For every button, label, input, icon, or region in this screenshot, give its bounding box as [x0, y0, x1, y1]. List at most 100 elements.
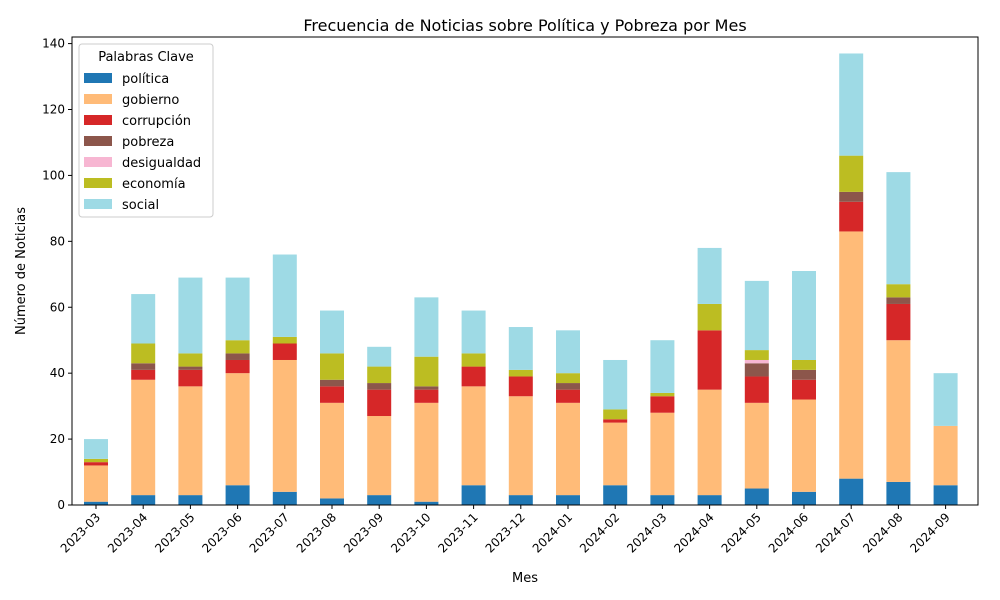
bar-segment: [603, 422, 628, 486]
bar-segment: [367, 416, 392, 496]
bar-segment: [131, 343, 156, 364]
legend-label: gobierno: [122, 93, 179, 108]
bar-segment: [178, 353, 203, 367]
bar-segment: [178, 366, 203, 370]
bar-segment: [744, 359, 769, 364]
bar-segment: [508, 495, 533, 505]
bar-segment: [272, 254, 297, 337]
legend-title: Palabras Clave: [98, 50, 194, 65]
bar-segment: [933, 373, 958, 426]
bar-segment: [792, 359, 816, 370]
bar-segment: [839, 53, 864, 156]
bar-segment: [414, 297, 439, 357]
bar-segment: [367, 495, 392, 505]
bar-segment: [225, 353, 250, 360]
bar-segment: [84, 462, 108, 466]
bar-segment: [603, 409, 628, 420]
legend-swatch: [84, 199, 112, 209]
bar-segment: [414, 389, 439, 403]
bar-segment: [792, 369, 816, 380]
bar-segment: [320, 310, 344, 354]
bar-segment: [792, 271, 816, 360]
bar-segment: [367, 366, 392, 384]
bar-segment: [650, 340, 675, 393]
legend-label: pobreza: [122, 135, 174, 150]
y-tick-label: 0: [57, 498, 65, 512]
bar-segment: [697, 330, 722, 390]
bar-segment: [225, 373, 250, 486]
bar-segment: [556, 373, 580, 384]
bar-segment: [792, 379, 816, 400]
bar-segment: [886, 481, 911, 505]
bar-segment: [461, 353, 486, 367]
legend-box: [78, 43, 214, 218]
bar-segment: [367, 389, 392, 417]
bar-segment: [650, 495, 675, 505]
bar-segment: [272, 491, 297, 505]
y-tick-label: 80: [50, 234, 65, 248]
legend-swatch: [84, 136, 112, 146]
bar-segment: [414, 402, 439, 502]
bar-segment: [131, 379, 156, 496]
bar-segment: [697, 495, 722, 505]
bar-segment: [933, 485, 958, 505]
bar-segment: [839, 191, 864, 202]
bar-segment: [272, 343, 297, 360]
bar-segment: [225, 277, 250, 341]
bar-segment: [556, 402, 580, 496]
bar-segment: [556, 495, 580, 505]
bar-segment: [603, 485, 628, 505]
y-tick-label: 20: [50, 432, 65, 446]
bar-segment: [461, 310, 486, 354]
legend-swatch: [84, 94, 112, 104]
bar-segment: [744, 280, 769, 351]
bar-segment: [508, 369, 533, 377]
bar-segment: [131, 294, 156, 344]
legend-swatch: [84, 178, 112, 188]
y-tick-label: 100: [42, 168, 65, 182]
bar-segment: [272, 359, 297, 492]
bar-segment: [508, 376, 533, 397]
legend-label: economía: [122, 177, 186, 192]
bar-segment: [603, 419, 628, 423]
bar-segment: [839, 155, 864, 192]
bar-segment: [556, 383, 580, 390]
bar-segment: [886, 297, 911, 304]
bar-segment: [178, 369, 203, 387]
bar-segment: [839, 231, 864, 479]
bar-segment: [508, 396, 533, 496]
bar-segment: [178, 386, 203, 496]
plot-area-frame: [71, 36, 979, 506]
bar-segment: [225, 359, 250, 374]
legend: Palabras Clave política gobierno corrupción…: [78, 43, 214, 218]
bar-segment: [792, 399, 816, 492]
chart-title: Frecuencia de Noticias sobre Política y …: [303, 16, 746, 35]
legend-label: desigualdad: [122, 156, 201, 171]
bar-segment: [461, 386, 486, 486]
bar-segment: [320, 353, 344, 380]
y-tick-label: 120: [42, 103, 65, 117]
bar-segment: [933, 425, 958, 486]
bar-segment: [84, 465, 108, 502]
bar-segment: [744, 376, 769, 403]
bar-segment: [556, 389, 580, 403]
bar-segment: [225, 340, 250, 354]
legend-swatch: [84, 73, 112, 83]
legend-label: social: [122, 198, 159, 213]
bar-segment: [414, 501, 439, 505]
bar-segment: [886, 284, 911, 298]
y-tick-label: 40: [50, 366, 65, 380]
bar-segment: [414, 386, 439, 390]
y-axis: 0 20 40 60 80 100 120 140: [42, 37, 72, 512]
bar-segment: [744, 363, 769, 377]
bar-segment: [84, 501, 108, 505]
bar-segment: [508, 327, 533, 370]
bar-segment: [650, 396, 675, 413]
bar-segment: [131, 363, 156, 370]
bar-segment: [320, 379, 344, 387]
bar-segment: [225, 485, 250, 505]
bar-segment: [886, 172, 911, 285]
bar-segment: [744, 350, 769, 360]
bar-segment: [603, 359, 628, 410]
bar-segment: [272, 336, 297, 344]
